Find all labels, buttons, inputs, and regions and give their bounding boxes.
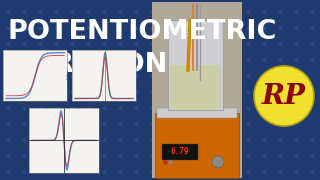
Bar	[168, 20, 223, 110]
Bar	[152, 2, 242, 178]
Text: TITRATION: TITRATION	[7, 52, 168, 78]
Circle shape	[254, 66, 314, 126]
Y-axis label: Potential (E in mV): Potential (E in mV)	[0, 63, 2, 89]
Text: POTENTIOMETRIC: POTENTIOMETRIC	[7, 19, 276, 45]
Bar	[162, 144, 198, 160]
Text: 6.79: 6.79	[171, 147, 189, 156]
Bar	[252, 64, 316, 128]
X-axis label: Volume of the titrant (ml): Volume of the titrant (ml)	[18, 102, 53, 106]
Circle shape	[212, 156, 224, 168]
Bar	[157, 108, 237, 118]
Y-axis label: d²E/dV²: d²E/dV²	[23, 135, 28, 145]
Text: RP: RP	[262, 82, 306, 109]
Bar	[170, 65, 221, 110]
Bar	[155, 113, 239, 178]
X-axis label: Volume of the titrant(ml): Volume of the titrant(ml)	[87, 102, 121, 106]
Y-axis label: dE/dV: dE/dV	[67, 72, 71, 80]
